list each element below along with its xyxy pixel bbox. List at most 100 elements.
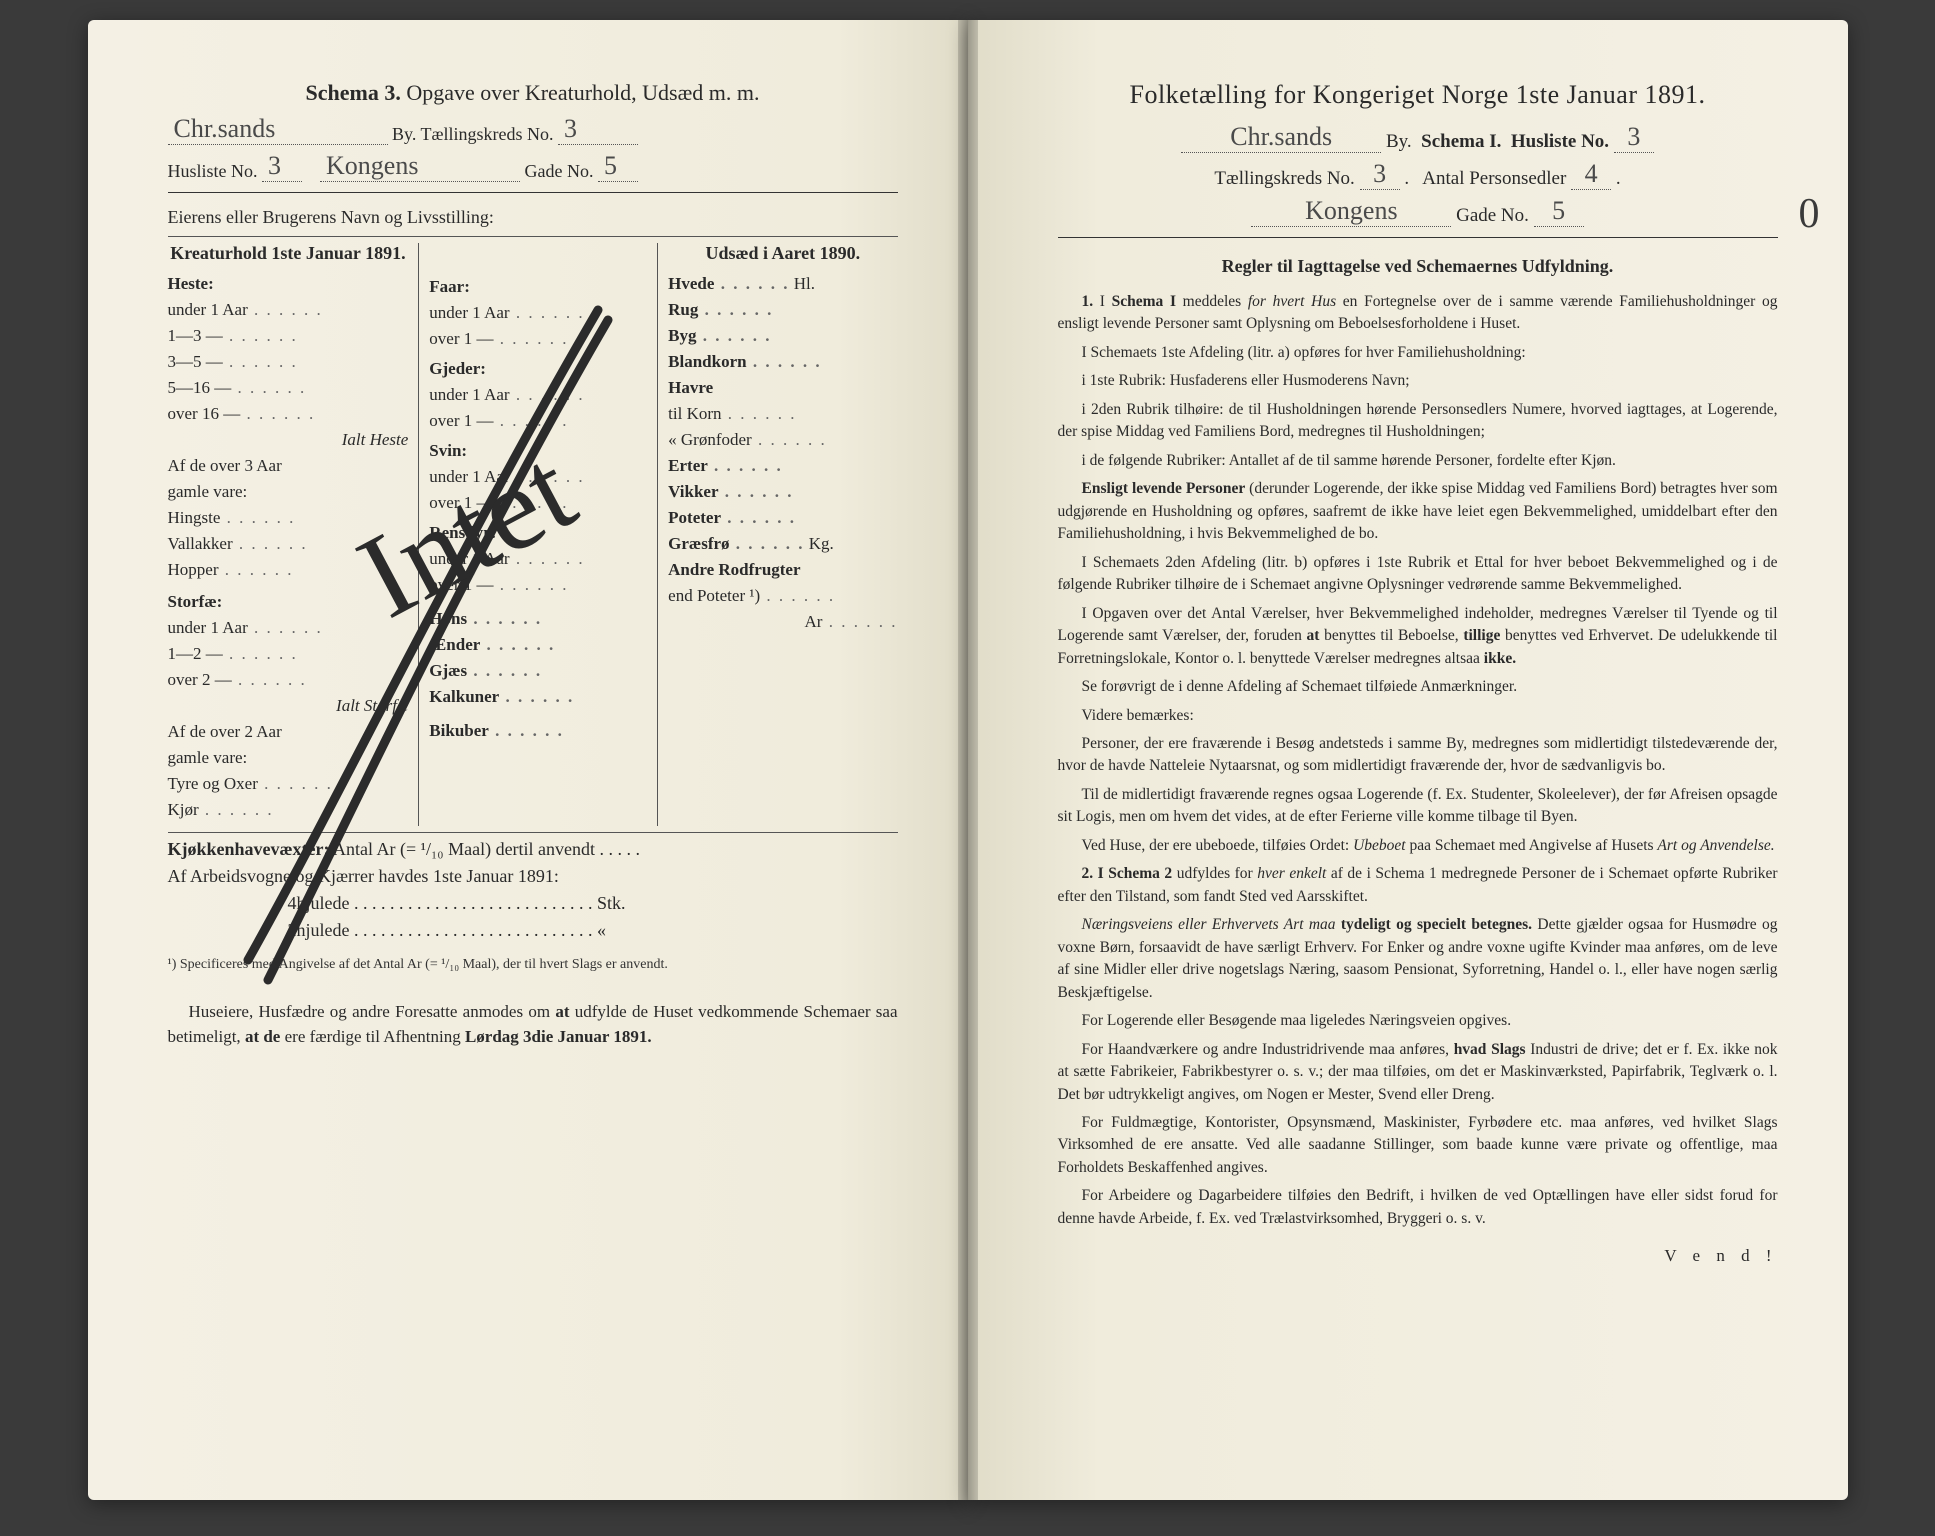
til-korn: til Korn [668,404,897,424]
schema3-main: Opgave over Kreaturhold, Udsæd m. m. [406,80,759,105]
svin-head: Svin: [429,441,647,461]
graesfro: Græsfrø [668,534,804,553]
rensdyr-u1: under 1 Aar [429,549,647,569]
by-label: By. Tællingskreds No. [392,124,554,144]
vikker: Vikker [668,482,897,502]
rp-schema: Schema I. [1421,131,1501,152]
rule-1e: i de følgende Rubriker: Antallet af de t… [1058,450,1778,472]
col3-head: Udsæd i Aaret 1890. [668,243,897,264]
byg: Byg [668,326,897,346]
rule-1f: Ensligt levende Personer (derunder Loger… [1058,478,1778,545]
ialt-heste: Ialt Heste [168,430,409,450]
rp-personsedler-no: 4 [1571,159,1611,190]
form-columns: Kreaturhold 1ste Januar 1891. Heste: und… [168,243,898,826]
storfae-12: 1—2 — [168,644,409,664]
hingste: Hingste [168,508,409,528]
heste-35: 3—5 — [168,352,409,372]
havre: Havre [668,378,897,398]
gamle-vare2: gamle vare: [168,748,409,768]
rule-1g: I Schemaets 2den Afdeling (litr. b) opfø… [1058,552,1778,597]
blandkorn: Blandkorn [668,352,897,372]
husliste-label: Husliste No. [168,161,258,181]
rp-street: Kongens [1251,196,1451,227]
rule-1l: Til de midlertidigt fraværende regnes og… [1058,784,1778,829]
rp-rule [1058,237,1778,238]
street-handwritten: Kongens [320,151,520,182]
ar-unit: Ar [668,612,897,632]
rule-1d: i 2den Rubrik tilhøire: de til Husholdni… [1058,399,1778,444]
col-faar: Faar: under 1 Aar over 1 — Gjeder: under… [418,243,658,826]
col-heste: Kreaturhold 1ste Januar 1891. Heste: und… [168,243,409,826]
schema3-title: Schema 3. Opgave over Kreaturhold, Udsæd… [168,80,898,106]
hvede: Hvede [668,274,789,293]
af-over3: Af de over 3 Aar [168,456,409,476]
husliste-no: 3 [262,151,302,182]
bikuber: Bikuber [429,721,647,741]
closing-note: Huseiere, Husfædre og andre Foresatte an… [168,999,898,1050]
faar-head: Faar: [429,277,647,297]
husliste-row: Husliste No. 3 Kongens Gade No. 5 [168,151,898,182]
rp-husliste-label: Husliste No. [1511,131,1609,152]
rule-2e: For Fuldmægtige, Kontorister, Opsynsmænd… [1058,1112,1778,1179]
graesfro-unit: Kg. [809,534,834,553]
book-spread: Schema 3. Opgave over Kreaturhold, Udsæd… [88,20,1848,1500]
rp-kreds-label: Tællingskreds No. [1214,168,1354,189]
footnote-1: ¹) Specificeres med Angivelse af det Ant… [168,955,898,975]
vend: V e n d ! [1058,1244,1778,1269]
kjor: Kjør [168,800,409,820]
af-over2: Af de over 2 Aar [168,722,409,742]
rule-2f: For Arbeidere og Dagarbeidere tilføies d… [1058,1185,1778,1230]
rule-1i: Se forøvrigt de i denne Afdeling af Sche… [1058,676,1778,698]
rp-row2: Tællingskreds No. 3 . Antal Personsedler… [1058,159,1778,190]
aender: Ænder [429,635,647,655]
rp-personsedler-label: Antal Personsedler [1422,168,1566,189]
heste-o16: over 16 — [168,404,409,424]
city-handwritten: Chr.sands [168,114,388,145]
rug: Rug [668,300,897,320]
rule-1k: Personer, der ere fraværende i Besøg and… [1058,733,1778,778]
rp-kreds-no: 3 [1360,159,1400,190]
tyre: Tyre og Oxer [168,774,409,794]
storfae-head: Storfæ: [168,592,409,612]
hjul4-unit: Stk. [597,893,626,913]
svin-u1: under 1 Aar [429,467,647,487]
col1-head: Kreaturhold 1ste Januar 1891. [168,243,409,264]
rp-gade-no: 5 [1534,196,1584,227]
rule-1 [168,192,898,193]
right-page: Folketælling for Kongeriget Norge 1ste J… [968,20,1848,1500]
rule-2a: 2. I Schema 2 udfyldes for hver enkelt a… [1058,863,1778,908]
kreds-no: 3 [558,114,638,145]
erter: Erter [668,456,897,476]
rule-1m: Ved Huse, der ere ubeboede, tilføies Ord… [1058,835,1778,857]
svin-o1: over 1 — [429,493,647,513]
kalkuner: Kalkuner [429,687,647,707]
rp-row3: Kongens Gade No. 5 [1058,196,1778,227]
hjul4: 4hjulede [288,893,350,913]
hjul2-row: 2hjulede . . . . . . . . . . . . . . . .… [168,920,898,941]
census-title: Folketælling for Kongeriget Norge 1ste J… [1058,80,1778,110]
gade-label: Gade No. [525,161,594,181]
hjul2: 2hjulede [288,920,350,940]
rule-1a: 1. I Schema I meddeles for hvert Hus en … [1058,291,1778,336]
poteter: Poteter [668,508,897,528]
rensdyr-head: Rensdyr: [429,523,647,543]
rules-heading: Regler til Iagttagelse ved Schemaernes U… [1058,256,1778,277]
rensdyr-o1: over 1 — [429,575,647,595]
heste-13: 1—3 — [168,326,409,346]
rp-city: Chr.sands [1181,122,1381,153]
gronfoder: « Grønfoder [668,430,897,450]
rule-1b: I Schemaets 1ste Afdeling (litr. a) opfø… [1058,342,1778,364]
rp-by: By. [1386,131,1412,152]
hopper: Hopper [168,560,409,580]
hjul4-row: 4hjulede . . . . . . . . . . . . . . . .… [168,893,898,914]
rule-3 [168,832,898,833]
gjeder-head: Gjeder: [429,359,647,379]
book-spine [958,20,978,1500]
gjeder-u1: under 1 Aar [429,385,647,405]
rule-2b: Næringsveiens eller Erhvervets Art maa t… [1058,914,1778,1004]
heste-head: Heste: [168,274,409,294]
rule-2d: For Haandværkere og andre Industridriven… [1058,1039,1778,1106]
rule-2c: For Logerende eller Besøgende maa ligele… [1058,1010,1778,1032]
rp-row1: Chr.sands By. Schema I. Husliste No. 3 [1058,122,1778,153]
kjokken-row: Kjøkkenhavevæxter: Kjøkkenhavevæxter: An… [168,839,898,860]
